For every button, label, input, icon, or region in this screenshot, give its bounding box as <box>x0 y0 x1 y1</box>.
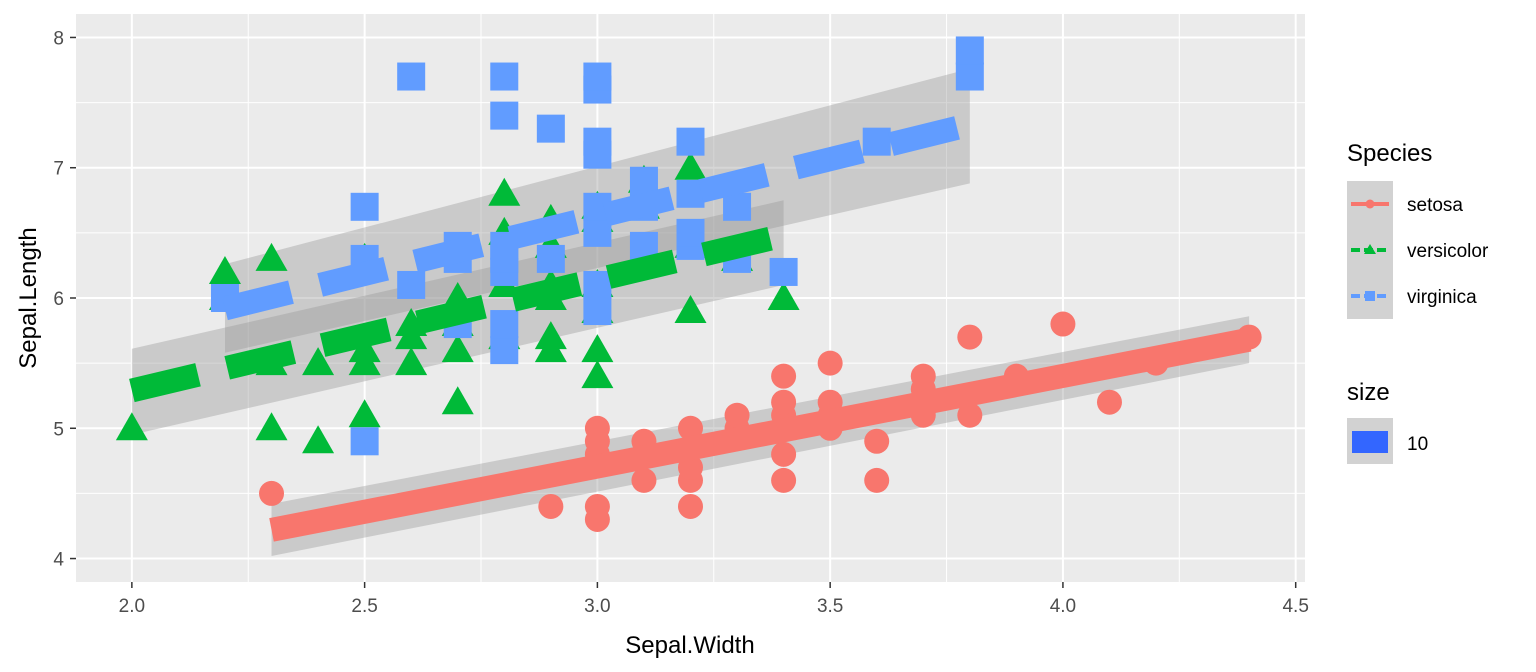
point-virginica <box>397 270 426 299</box>
point-setosa <box>864 428 890 454</box>
point-versicolor <box>488 177 521 206</box>
point-virginica <box>490 310 519 339</box>
point-versicolor <box>581 334 614 363</box>
x-tick-label: 3.0 <box>584 596 610 617</box>
point-versicolor <box>395 347 428 376</box>
axes: 2.0 2.5 3.0 3.5 4.0 4.5 4 5 6 7 8 <box>53 28 1308 617</box>
y-tick-label: 7 <box>53 159 64 180</box>
point-setosa <box>1050 311 1076 337</box>
data-points <box>115 36 1262 532</box>
point-versicolor <box>302 425 335 454</box>
y-tick-label: 4 <box>53 550 64 571</box>
x-tick-label: 4.5 <box>1282 596 1308 617</box>
legend-size-label: 10 <box>1407 434 1428 455</box>
point-virginica <box>583 127 612 156</box>
legend-label-setosa: setosa <box>1407 195 1463 216</box>
point-versicolor <box>302 347 335 376</box>
point-versicolor <box>348 334 381 363</box>
legend-label-versicolor: versicolor <box>1407 241 1489 262</box>
point-versicolor <box>441 386 474 415</box>
point-setosa <box>817 350 843 376</box>
point-setosa <box>724 402 750 428</box>
point-setosa <box>631 467 657 493</box>
point-virginica <box>862 127 891 156</box>
regression-line-versicolor <box>129 223 787 403</box>
point-setosa <box>259 480 285 506</box>
x-tick-label: 2.5 <box>351 596 377 617</box>
point-setosa <box>771 441 797 467</box>
point-virginica <box>676 218 705 247</box>
point-setosa <box>678 415 703 441</box>
point-versicolor <box>674 295 707 324</box>
point-virginica <box>490 62 519 91</box>
x-tick-label: 4.0 <box>1050 596 1076 617</box>
regression-lines <box>129 113 1252 542</box>
point-versicolor <box>581 360 614 389</box>
point-versicolor <box>255 242 288 271</box>
point-virginica <box>583 297 612 326</box>
x-tick-label: 2.0 <box>119 596 145 617</box>
point-virginica <box>769 257 798 286</box>
point-setosa <box>538 493 564 519</box>
legend-species-title: Species <box>1347 140 1432 167</box>
legend-marker-virginica <box>1365 291 1375 301</box>
point-setosa <box>771 389 797 415</box>
point-versicolor <box>348 399 381 428</box>
point-versicolor <box>441 334 474 363</box>
point-virginica <box>536 114 565 143</box>
legend-marker-versicolor <box>1364 244 1376 254</box>
point-virginica <box>350 427 379 456</box>
point-virginica <box>955 36 984 65</box>
point-versicolor <box>255 412 288 441</box>
y-tick-label: 6 <box>53 289 64 310</box>
point-virginica <box>723 192 752 221</box>
point-versicolor <box>395 308 428 337</box>
point-virginica <box>490 101 519 130</box>
point-virginica <box>583 62 612 91</box>
point-versicolor <box>115 412 148 441</box>
point-virginica <box>490 336 519 365</box>
grid-lines <box>76 14 1305 582</box>
point-virginica <box>397 62 426 91</box>
point-setosa <box>910 363 936 389</box>
point-virginica <box>676 127 705 156</box>
y-axis-title: Sepal.Length <box>15 227 42 368</box>
point-versicolor <box>534 321 567 350</box>
point-setosa <box>584 415 610 441</box>
x-axis-title: Sepal.Width <box>625 632 754 659</box>
point-setosa <box>584 493 610 519</box>
point-setosa <box>864 467 890 493</box>
legend-species: setosa versicolor virginica <box>1347 181 1489 319</box>
point-setosa <box>957 402 983 428</box>
point-virginica <box>536 244 565 273</box>
legend-size-title: size <box>1347 379 1390 406</box>
point-setosa <box>771 467 797 493</box>
legend-size-swatch <box>1352 431 1388 453</box>
point-virginica <box>955 62 984 91</box>
x-tick-label: 3.5 <box>817 596 843 617</box>
point-virginica <box>583 270 612 299</box>
point-versicolor <box>674 151 707 180</box>
y-tick-label: 8 <box>53 28 64 49</box>
point-virginica <box>350 192 379 221</box>
point-setosa <box>771 363 797 389</box>
legend-size-key <box>1347 418 1393 464</box>
point-virginica <box>583 218 612 247</box>
point-setosa <box>957 324 983 350</box>
point-virginica <box>629 166 658 195</box>
point-setosa <box>678 493 703 519</box>
y-tick-label: 5 <box>53 419 64 440</box>
point-setosa <box>1096 389 1122 415</box>
regression-line-setosa <box>269 327 1252 542</box>
point-versicolor <box>767 282 800 310</box>
point-versicolor <box>208 255 241 284</box>
regression-line-virginica <box>222 113 973 321</box>
legend-label-virginica: virginica <box>1407 287 1477 308</box>
legend-marker-setosa <box>1365 199 1375 209</box>
